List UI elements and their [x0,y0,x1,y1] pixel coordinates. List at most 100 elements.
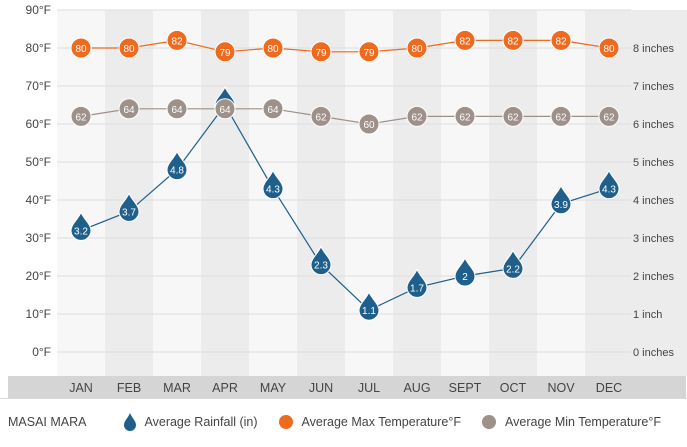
temperature-point [262,37,284,59]
temperature-label: 79 [315,48,327,59]
temperature-label: 62 [555,112,567,123]
temperature-label: 62 [75,112,87,123]
month-band [441,10,489,376]
temperature-point [214,41,236,63]
x-tick-label: JUL [358,381,380,395]
rainfall-label: 4.3 [266,185,280,196]
x-tick-label: JAN [69,381,93,395]
temperature-point [166,98,188,120]
x-tick-label: FEB [117,381,141,395]
month-band [345,10,393,376]
rainfall-point [166,150,188,181]
rainfall-axis: 0 inches 1 inch 2 inches 3 inches 4 inches 5 … [633,43,674,359]
rainfall-label: 3.7 [122,207,136,218]
temperature-point [550,105,572,127]
y-tick-label: 60°F [26,117,51,131]
temperature-label: 64 [171,105,183,116]
legend-max-temp[interactable]: Average Max Temperature°F [278,414,461,430]
x-tick-label: APR [212,381,238,395]
rainfall-label: 1.1 [362,306,376,317]
y-tick-label: 40°F [26,193,51,207]
temperature-label: 80 [123,44,135,55]
temperature-point [310,41,332,63]
rainfall-point [310,245,332,276]
y2-tick-label: 4 inches [633,195,674,207]
right-band [633,10,687,376]
y2-tick-label: 8 inches [633,43,674,55]
temperature-label: 62 [315,112,327,123]
y2-tick-label: 0 inches [633,347,674,359]
legend-row: MASAI MARA Average Rainfall (in) Average… [8,413,681,431]
rainfall-label: 3.9 [554,200,568,211]
temperature-point [118,98,140,120]
rainfall-point [262,169,284,200]
rainfall-point [70,211,92,241]
series-line [80,103,610,311]
rainfall-point [502,249,524,279]
temperature-point [598,105,620,127]
rainfall-label: 2.2 [506,264,520,275]
month-bands [57,10,687,376]
temperature-label: 62 [459,112,471,123]
legend-min-temp-label: Average Min Temperature°F [505,415,662,429]
temperature-label: 80 [75,44,87,55]
temperature-point [406,105,428,127]
temperature-label: 82 [507,36,519,47]
temperature-label: 64 [267,105,279,116]
temperature-label: 80 [267,44,279,55]
temperature-label: 80 [603,44,615,55]
rainfall-label: 4.8 [170,166,184,177]
legend-min-temp[interactable]: Average Min Temperature°F [481,414,661,430]
y2-tick-label: 1 inch [633,309,662,321]
rainfall-point [550,184,572,215]
temperature-point [214,98,236,120]
y-tick-label: 20°F [26,269,51,283]
legend-footer: MASAI MARA Average Rainfall (in) Average… [0,398,687,447]
temperature-label: 82 [555,36,567,47]
x-axis-bar [8,376,686,398]
location-name: MASAI MARA [8,415,87,429]
legend-rainfall[interactable]: Average Rainfall (in) [123,413,258,431]
gray-circle-icon [482,415,497,429]
y-tick-label: 0°F [32,345,51,359]
rainfall-label: 2 [462,272,468,283]
x-tick-label: MAR [163,381,191,395]
y-tick-label: 50°F [26,155,51,169]
y2-tick-label: 3 inches [633,233,674,245]
temperature-label: 79 [219,48,231,59]
rainfall-label: 2.3 [314,261,328,272]
rainfall-label: 1.7 [410,283,424,294]
legend-max-temp-label: Average Max Temperature°F [301,415,462,429]
month-band [57,10,105,376]
y-tick-label: 10°F [26,307,51,321]
month-band [297,10,345,376]
x-tick-label: JUN [309,381,333,395]
rainfall-point [358,290,380,321]
x-tick-label: DEC [596,381,622,395]
temperature-point [262,98,284,120]
gridlines [57,9,631,353]
temperature-point [358,41,380,63]
month-band [489,10,537,376]
temperature-point [550,29,572,51]
temperature-point [502,105,524,127]
temperature-label: 62 [411,112,423,123]
temperature-label: 82 [459,36,471,47]
temperature-label: 60 [363,120,375,131]
rainfall-point [454,256,476,287]
raindrop-icon [123,413,136,431]
rainfall-point [118,192,140,222]
rainfall-point [406,268,428,298]
x-tick-label: SEPT [449,381,482,395]
temperature-axis: 0°F10°F20°F30°F40°F50°F60°F70°F80°F90°F1… [26,3,51,359]
temperature-point [502,29,524,51]
temperature-point [454,105,476,127]
temperature-point [454,29,476,51]
month-band [153,10,201,376]
temperature-point [118,37,140,59]
temperature-label: 79 [363,48,375,59]
y2-tick-label: 6 inches [633,119,674,131]
rainfall-label: 3.2 [74,226,88,237]
x-tick-label: NOV [547,381,575,395]
